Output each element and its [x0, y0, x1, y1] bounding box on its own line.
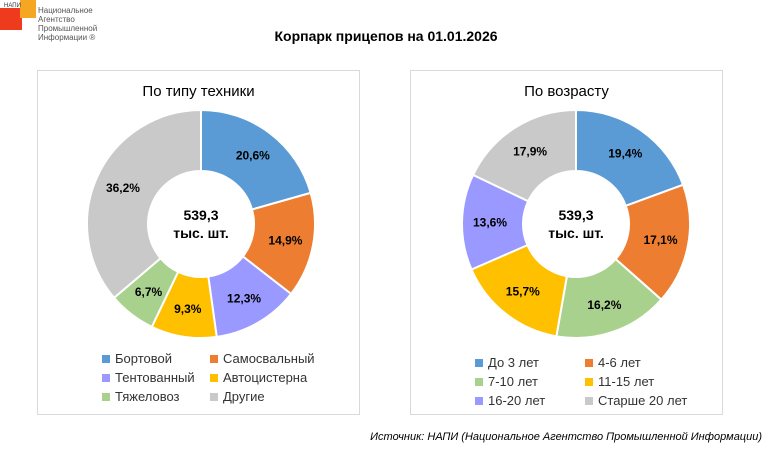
- legend-label: 16-20 лет: [488, 393, 546, 408]
- legend-swatch: [102, 392, 110, 401]
- data-label: 12,3%: [227, 291, 261, 305]
- donut-chart: 19,4% 17,1% 16,2% 15,7% 13,6% 17,9% 539,3 тыс. …: [461, 108, 691, 339]
- legend-item: Бортовой: [102, 351, 210, 366]
- logo-orange-square: [20, 0, 36, 18]
- slice-До 3 лет: [575, 108, 685, 208]
- legend-label: 7-10 лет: [488, 374, 538, 389]
- legend-swatch: [210, 392, 218, 401]
- logo-tag: НАПИ: [4, 3, 21, 9]
- data-label: 36,2%: [106, 181, 140, 195]
- slice-Бортовой: [200, 108, 312, 211]
- legend-label: Другие: [223, 389, 265, 404]
- center-label: тыс. шт.: [173, 225, 229, 241]
- logo-text: Национальное Агентство Промышленной Инфо…: [38, 6, 98, 42]
- chart-title: По типу техники: [142, 83, 255, 100]
- chart-title: По возрасту: [524, 83, 609, 100]
- data-label: 15,7%: [506, 285, 540, 299]
- legend-swatch: [210, 354, 218, 363]
- data-label: 9,3%: [174, 302, 202, 316]
- slice-7-10 лет: [555, 257, 663, 339]
- legend-label: Старше 20 лет: [598, 393, 688, 408]
- data-label: 17,9%: [513, 144, 547, 158]
- legend-item: 11-15 лет: [585, 374, 695, 389]
- data-label: 6,7%: [135, 285, 163, 299]
- center-label: тыс. шт.: [548, 225, 604, 241]
- legend-swatch: [475, 396, 483, 405]
- data-label: 16,2%: [587, 298, 621, 312]
- legend-item: Старше 20 лет: [585, 393, 695, 408]
- legend-item: Самосвальный: [210, 351, 320, 366]
- legend-swatch: [210, 373, 218, 382]
- logo-red-square: [0, 8, 22, 30]
- legend-item: 7-10 лет: [475, 374, 585, 389]
- legend-swatch: [585, 358, 593, 367]
- slice-Старше 20 лет: [471, 108, 577, 203]
- data-label: 13,6%: [473, 216, 507, 230]
- legend-swatch: [585, 377, 593, 386]
- legend-label: Автоцистерна: [223, 370, 308, 385]
- donut-chart: 20,6% 14,9% 12,3% 9,3% 6,7% 36,2% 539,3 тыс. шт…: [86, 108, 316, 339]
- legend-item: Тентованный: [102, 370, 210, 385]
- center-label: 539,3: [558, 207, 593, 223]
- chart-panel-age: По возрасту 19,4% 17,1% 16,2% 15,7% 13,6% 17,…: [410, 70, 723, 415]
- napi-logo: НАПИ Национальное Агентство Промышленной…: [0, 0, 110, 55]
- legend: Бортовой Самосвальный Тентованный Автоцисте…: [102, 351, 320, 404]
- legend-swatch: [585, 396, 593, 405]
- legend: До 3 лет 4-6 лет 7-10 лет 11-15 лет 16-20 ле…: [475, 355, 695, 408]
- legend-swatch: [102, 354, 110, 363]
- legend-label: 11-15 лет: [598, 374, 655, 389]
- legend-swatch: [102, 373, 110, 382]
- data-label: 17,1%: [643, 233, 677, 247]
- legend-item: Автоцистерна: [210, 370, 320, 385]
- legend-label: Тяжеловоз: [115, 389, 180, 404]
- legend-item: Другие: [210, 389, 320, 404]
- legend-label: До 3 лет: [488, 355, 539, 370]
- legend-label: Тентованный: [115, 370, 195, 385]
- legend-item: До 3 лет: [475, 355, 585, 370]
- legend-item: 16-20 лет: [475, 393, 585, 408]
- slice-Другие: [86, 108, 202, 300]
- source-note: Источник: НАПИ (Национальное Агентство П…: [370, 431, 762, 443]
- legend-swatch: [475, 358, 483, 367]
- legend-swatch: [475, 377, 483, 386]
- data-label: 20,6%: [236, 148, 270, 162]
- legend-label: 4-6 лет: [598, 355, 641, 370]
- legend-label: Самосвальный: [223, 351, 315, 366]
- chart-panel-type: По типу техники 20,6% 14,9% 12,3% 9,3% 6,7% 3…: [37, 70, 360, 415]
- legend-item: Тяжеловоз: [102, 389, 210, 404]
- data-label: 14,9%: [268, 233, 302, 247]
- center-label: 539,3: [183, 207, 218, 223]
- legend-label: Бортовой: [115, 351, 172, 366]
- legend-item: 4-6 лет: [585, 355, 695, 370]
- data-label: 19,4%: [608, 147, 642, 161]
- page-title: Корпарк прицепов на 01.01.2026: [274, 28, 498, 44]
